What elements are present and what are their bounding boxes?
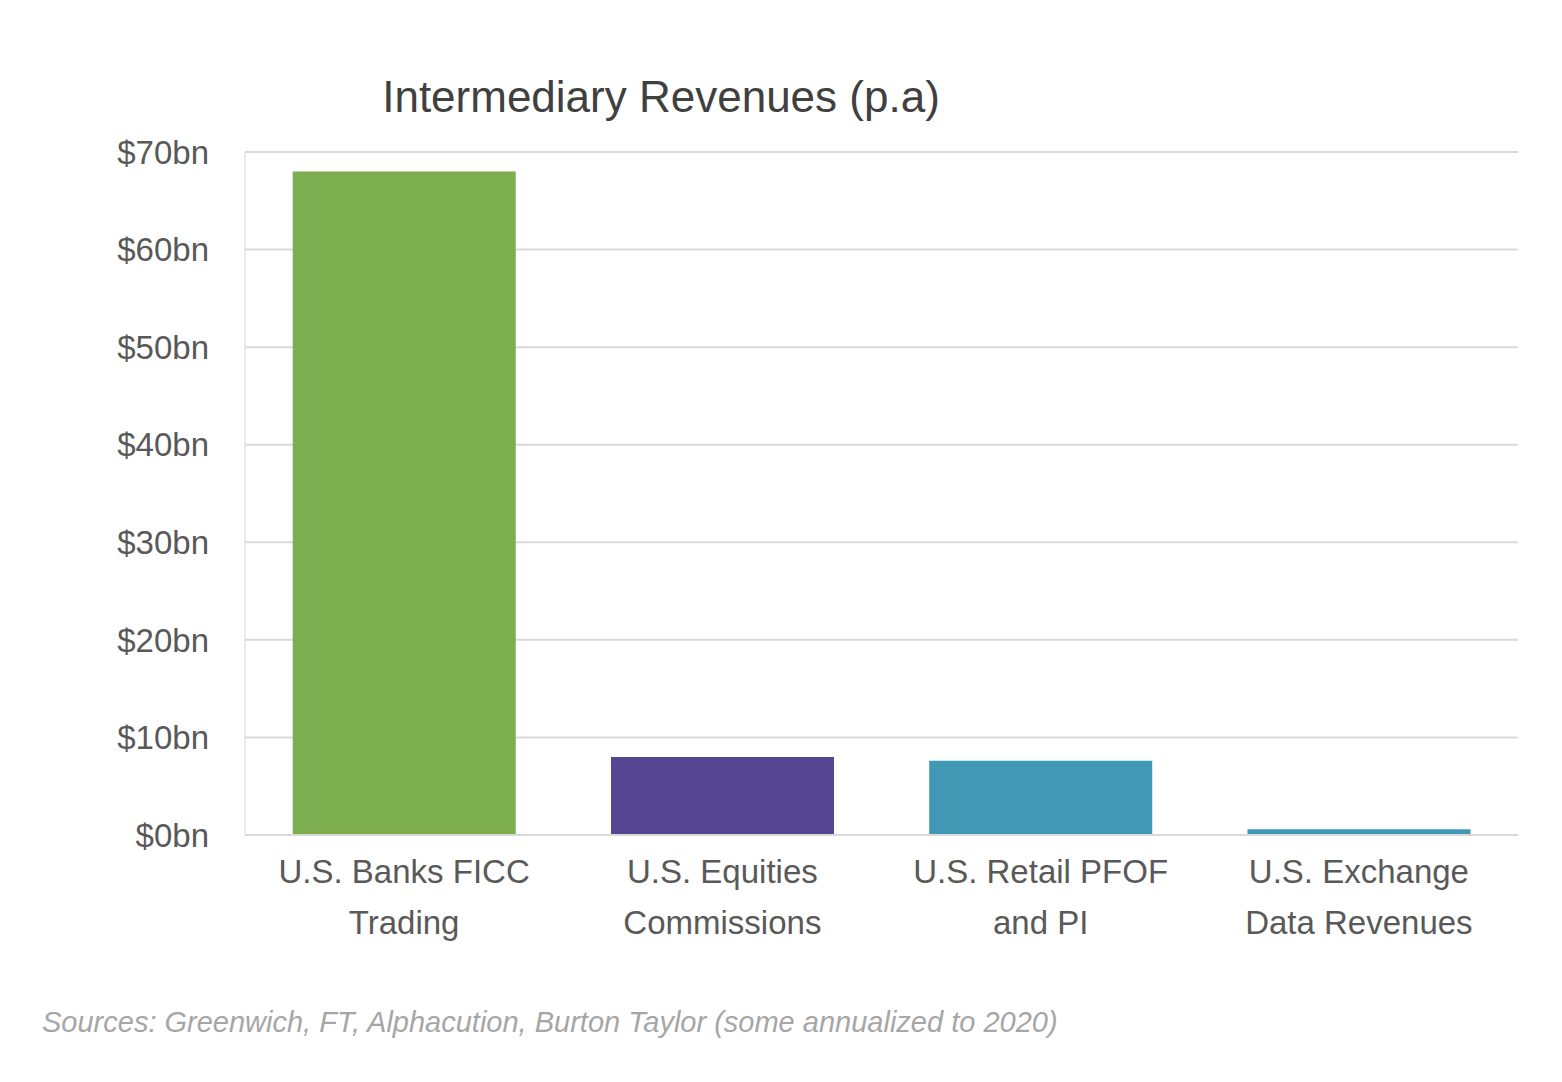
svg-text:U.S. Equities: U.S. Equities: [627, 853, 818, 890]
html-text:Intermediary Revenues (p.a): Intermediary Revenues (p.a): [382, 72, 940, 121]
svg-text:$30bn: $30bn: [117, 524, 209, 561]
html-text:Sources: Greenwich, FT, Alphac: Sources: Greenwich, FT, Alphacution, Bur…: [42, 1006, 1058, 1038]
svg-text:$40bn: $40bn: [117, 426, 209, 463]
svg-text:and PI: and PI: [993, 904, 1088, 941]
svg-text:U.S. Banks FICC: U.S. Banks FICC: [279, 853, 530, 890]
svg-text:$0bn: $0bn: [136, 817, 209, 854]
svg-text:U.S. Retail PFOF: U.S. Retail PFOF: [913, 853, 1168, 890]
svg-text:Trading: Trading: [349, 904, 460, 941]
svg-text:$70bn: $70bn: [117, 134, 209, 171]
svg-text:Data Revenues: Data Revenues: [1245, 904, 1472, 941]
svg-text:$20bn: $20bn: [117, 622, 209, 659]
svg-text:$60bn: $60bn: [117, 231, 209, 268]
svg-text:Commissions: Commissions: [623, 904, 821, 941]
svg-text:$10bn: $10bn: [117, 719, 209, 756]
svg-text:U.S. Exchange: U.S. Exchange: [1249, 853, 1469, 890]
svg-text:$50bn: $50bn: [117, 329, 209, 366]
